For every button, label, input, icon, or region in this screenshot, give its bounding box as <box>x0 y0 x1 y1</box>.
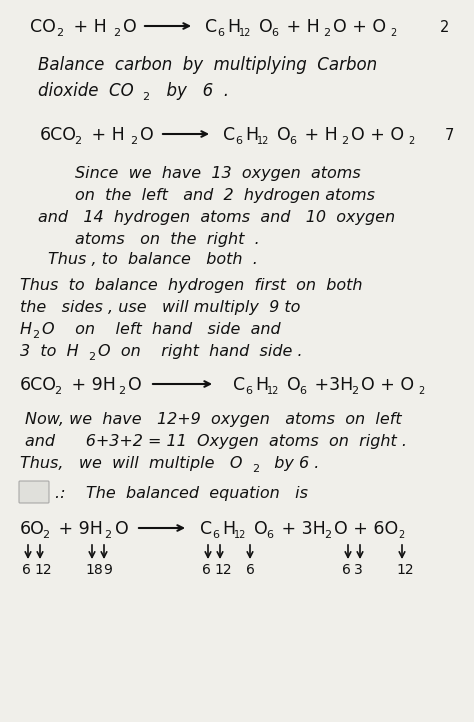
Text: 9: 9 <box>103 563 112 577</box>
Text: by   6  .: by 6 . <box>156 82 229 100</box>
Text: 12: 12 <box>396 563 414 577</box>
Text: 6: 6 <box>217 28 224 38</box>
Text: O: O <box>123 18 137 36</box>
Text: 2: 2 <box>32 330 39 340</box>
Text: O + O: O + O <box>361 376 414 394</box>
Text: 2: 2 <box>408 136 414 146</box>
Text: + H: + H <box>281 18 320 36</box>
Text: O + O: O + O <box>333 18 386 36</box>
Text: dioxide  CO: dioxide CO <box>38 82 134 100</box>
Text: Since  we  have  13  oxygen  atoms: Since we have 13 oxygen atoms <box>75 166 361 181</box>
Text: 2: 2 <box>390 28 396 38</box>
Text: 2: 2 <box>418 386 424 396</box>
Text: 6: 6 <box>271 28 278 38</box>
Text: 6CO: 6CO <box>20 376 57 394</box>
Text: 3: 3 <box>354 563 363 577</box>
Text: 12: 12 <box>257 136 269 146</box>
Text: + H: + H <box>299 126 338 144</box>
Text: 3  to  H: 3 to H <box>20 344 79 359</box>
Text: 6: 6 <box>245 386 252 396</box>
Text: O: O <box>115 520 129 538</box>
Text: 2: 2 <box>398 530 404 540</box>
Text: H: H <box>222 520 235 538</box>
Text: + 3H: + 3H <box>276 520 326 538</box>
Text: O    on    left  hand   side  and: O on left hand side and <box>42 322 281 337</box>
Text: O: O <box>140 126 154 144</box>
Text: 6CO: 6CO <box>40 126 77 144</box>
Text: Thus , to  balance   both  .: Thus , to balance both . <box>48 252 258 267</box>
Text: + 9H: + 9H <box>66 376 116 394</box>
Text: 12: 12 <box>234 530 246 540</box>
Text: 2: 2 <box>104 530 111 540</box>
Text: the   sides , use   will multiply  9 to: the sides , use will multiply 9 to <box>20 300 301 315</box>
Text: 6: 6 <box>212 530 219 540</box>
Text: and      6+3+2 = 11  Oxygen  atoms  on  right .: and 6+3+2 = 11 Oxygen atoms on right . <box>25 434 407 449</box>
Text: 2: 2 <box>130 136 137 146</box>
Text: 2: 2 <box>351 386 358 396</box>
Text: 2: 2 <box>88 352 95 362</box>
Text: 2: 2 <box>142 92 149 102</box>
Text: Thus  to  balance  hydrogen  first  on  both: Thus to balance hydrogen first on both <box>20 278 363 293</box>
Text: C: C <box>223 126 235 144</box>
Text: + 9H: + 9H <box>53 520 103 538</box>
Text: 6: 6 <box>299 386 306 396</box>
Text: 7: 7 <box>445 128 455 143</box>
Text: 2: 2 <box>74 136 81 146</box>
Text: O: O <box>128 376 142 394</box>
Text: 12: 12 <box>214 563 232 577</box>
Text: 2: 2 <box>323 28 330 38</box>
Text: 12: 12 <box>267 386 279 396</box>
Text: atoms   on  the  right  .: atoms on the right . <box>75 232 260 247</box>
Text: 6: 6 <box>266 530 273 540</box>
Text: O: O <box>254 520 268 538</box>
Text: 6: 6 <box>246 563 255 577</box>
Text: .:    The  balanced  equation   is: .: The balanced equation is <box>55 486 308 501</box>
Text: 2: 2 <box>440 20 449 35</box>
Text: + H: + H <box>68 18 107 36</box>
Text: 2: 2 <box>324 530 331 540</box>
Text: 6: 6 <box>342 563 351 577</box>
Text: by 6 .: by 6 . <box>264 456 319 471</box>
Text: H: H <box>20 322 32 337</box>
Text: 12: 12 <box>239 28 251 38</box>
Text: H: H <box>245 126 258 144</box>
Text: 6O: 6O <box>20 520 45 538</box>
Text: Thus,   we  will  multiple   O: Thus, we will multiple O <box>20 456 243 471</box>
Text: CO: CO <box>30 18 56 36</box>
Text: 2: 2 <box>54 386 61 396</box>
Text: O + 6O: O + 6O <box>334 520 398 538</box>
Text: 6: 6 <box>202 563 211 577</box>
Text: 2: 2 <box>113 28 120 38</box>
Text: O: O <box>277 126 291 144</box>
Text: Now, we  have   12+9  oxygen   atoms  on  left: Now, we have 12+9 oxygen atoms on left <box>25 412 401 427</box>
Text: H: H <box>227 18 240 36</box>
Text: +3H: +3H <box>309 376 353 394</box>
Text: 6: 6 <box>235 136 242 146</box>
Text: 2: 2 <box>118 386 125 396</box>
Text: C: C <box>233 376 245 394</box>
Text: 2: 2 <box>56 28 63 38</box>
Text: O + O: O + O <box>351 126 404 144</box>
Text: 2: 2 <box>341 136 348 146</box>
Text: C: C <box>200 520 212 538</box>
Text: 2: 2 <box>252 464 259 474</box>
Text: H: H <box>255 376 268 394</box>
Text: O  on    right  hand  side .: O on right hand side . <box>98 344 302 359</box>
Text: 6: 6 <box>289 136 296 146</box>
Text: and   14  hydrogen  atoms  and   10  oxygen: and 14 hydrogen atoms and 10 oxygen <box>38 210 395 225</box>
Text: Balance  carbon  by  multiplying  Carbon: Balance carbon by multiplying Carbon <box>38 56 377 74</box>
Text: + H: + H <box>86 126 125 144</box>
Text: 2: 2 <box>42 530 49 540</box>
Text: C: C <box>205 18 217 36</box>
FancyBboxPatch shape <box>19 481 49 503</box>
Text: on  the  left   and  2  hydrogen atoms: on the left and 2 hydrogen atoms <box>75 188 375 203</box>
Text: O: O <box>287 376 301 394</box>
Text: 18: 18 <box>85 563 103 577</box>
Text: 12: 12 <box>34 563 52 577</box>
Text: O: O <box>259 18 273 36</box>
Text: 6: 6 <box>22 563 31 577</box>
